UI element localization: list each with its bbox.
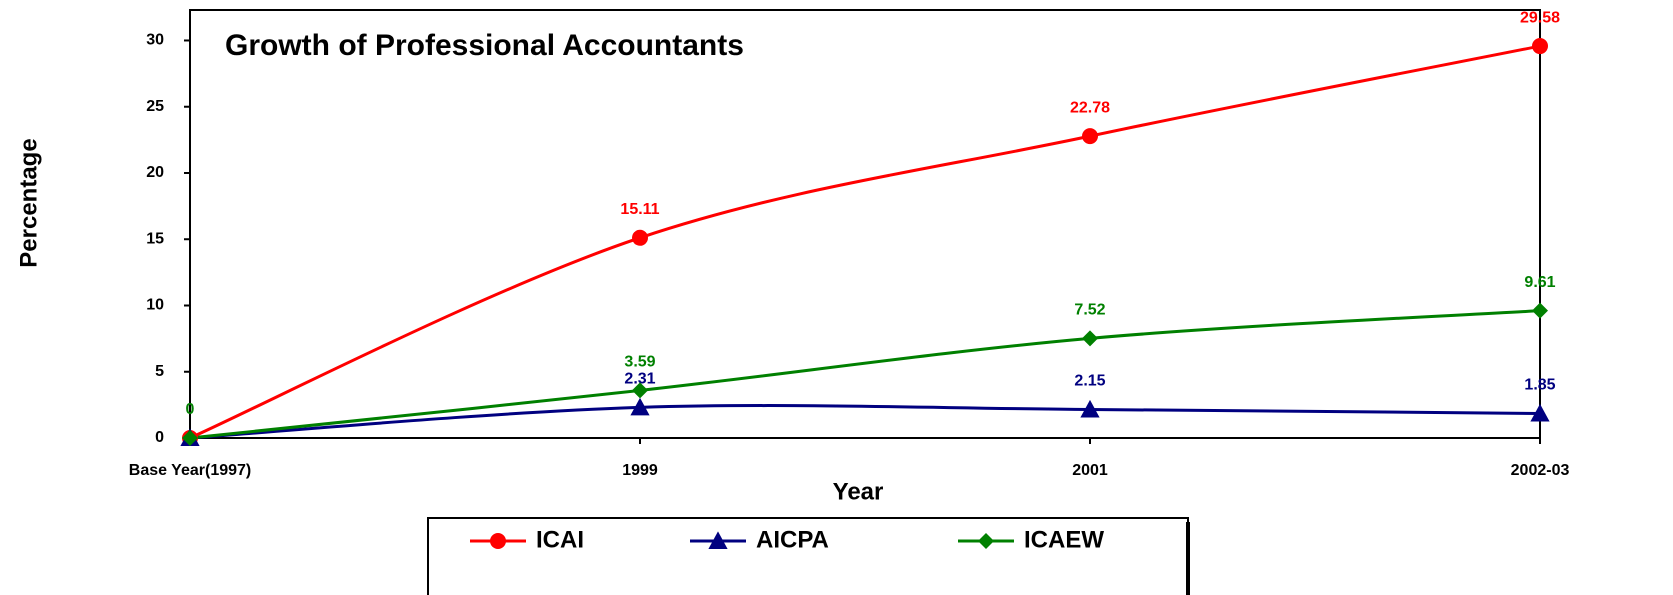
legend-label: ICAI [536,526,584,553]
data-label: 0 [186,401,195,418]
data-label: 1.85 [1524,377,1555,394]
y-tick-label: 30 [146,32,164,49]
marker [182,430,198,446]
y-tick-label: 15 [146,230,164,247]
x-tick-label: 2002-03 [1511,462,1570,479]
marker [1082,330,1098,347]
y-tick-label: 25 [146,98,164,115]
x-tick-label: 1999 [622,462,658,479]
series-line [189,44,1541,440]
data-label: 22.78 [1070,99,1110,116]
marker [1532,302,1548,319]
chart-title: Growth of Professional Accountants [225,29,744,62]
data-label: 3.59 [624,354,655,371]
marker [1532,38,1548,55]
legend-label: AICPA [756,526,829,553]
data-label: 7.52 [1074,302,1105,319]
y-tick-label: 10 [146,297,164,314]
marker [632,229,648,246]
y-tick-label: 5 [155,363,164,380]
x-axis-label: Year [833,478,884,505]
series-line [189,404,1541,440]
legend-box [427,517,1189,595]
data-label: 2.15 [1074,373,1105,390]
x-tick-label: 2001 [1072,462,1108,479]
y-tick-label: 0 [155,429,164,446]
y-axis-label: Percentage [15,138,42,267]
marker [1530,403,1550,422]
series-line [189,309,1541,440]
marker [1080,399,1100,418]
marker [632,382,648,399]
marker [1082,128,1098,145]
marker [708,531,728,549]
plot-area [189,9,1541,439]
marker [630,397,650,416]
legend-label: ICAEW [1024,526,1104,553]
marker [490,533,506,549]
data-label: 29.58 [1520,9,1560,26]
marker [978,533,994,549]
data-label: 2.31 [624,371,655,388]
data-label: 9.61 [1524,274,1555,291]
data-label: 15.11 [620,201,659,218]
x-tick-label: Base Year(1997) [129,462,251,479]
y-tick-label: 20 [146,164,164,181]
